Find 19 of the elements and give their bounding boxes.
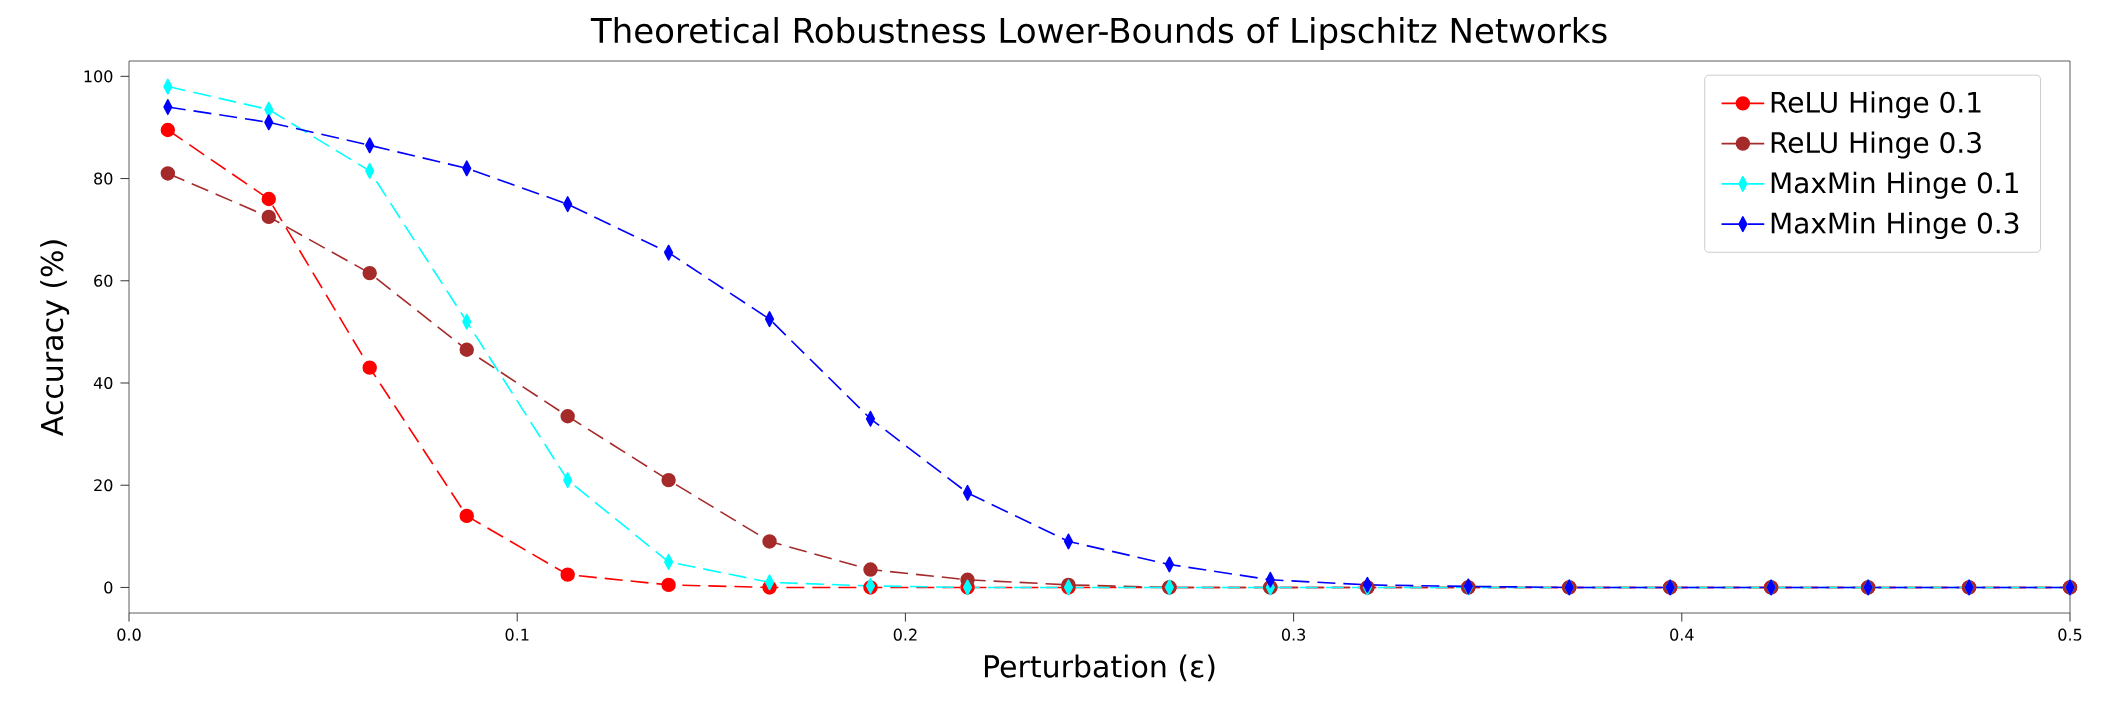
x-tick-label: 0.4	[1670, 628, 1694, 641]
x-tick-label: 0.2	[893, 628, 917, 641]
legend-label: ReLU Hinge 0.1	[1771, 91, 1981, 119]
x-tick-label: 0.0	[117, 628, 141, 641]
legend-label: MaxMin Hinge 0.3	[1771, 212, 2019, 240]
legend-label: MaxMin Hinge 0.1	[1771, 171, 2018, 199]
y-tick-label: 100	[84, 70, 113, 83]
y-tick-label: 40	[93, 376, 113, 390]
y-tick-label: 60	[94, 274, 113, 287]
x-tick-label: 0.1	[505, 628, 529, 641]
x-axis-title: Perturbation (ε)	[984, 654, 1215, 682]
x-tick-label: 0.3	[1281, 628, 1306, 641]
y-tick-label: 0	[104, 581, 113, 594]
legend-label: ReLU Hinge 0.3	[1771, 131, 1981, 159]
chart-title: Theoretical Robustness Lower-Bounds of Lipschitz Networks	[590, 17, 1607, 50]
y-tick-label: 20	[94, 479, 113, 492]
y-tick-label: 80	[94, 172, 113, 185]
y-axis-title: Accuracy (%)	[40, 240, 70, 436]
x-tick-label: 0.5	[2058, 628, 2082, 641]
